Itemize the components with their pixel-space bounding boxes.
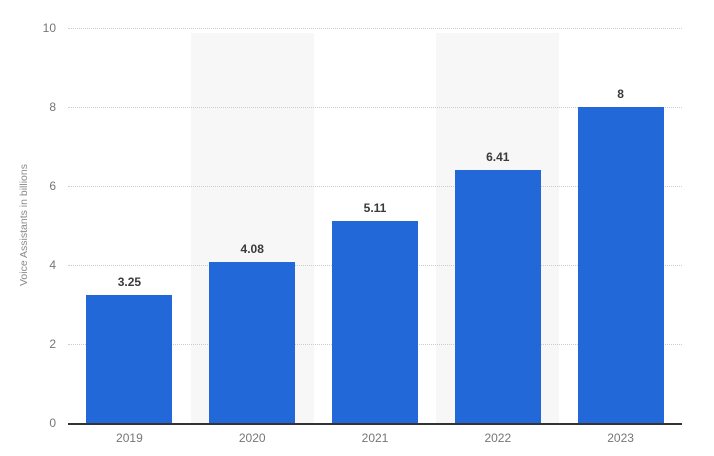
y-tick-label: 0 <box>49 416 56 430</box>
y-tick-label: 6 <box>49 179 56 193</box>
gridline <box>68 28 682 29</box>
bar-value-label: 3.25 <box>117 274 142 289</box>
bar[interactable] <box>86 294 173 423</box>
gridline <box>68 186 682 187</box>
y-tick-label: 8 <box>49 100 56 114</box>
bar-value-label: 5.11 <box>363 201 387 216</box>
bar[interactable] <box>577 107 664 423</box>
y-tick-label: 2 <box>49 337 56 351</box>
y-tick-label: 10 <box>42 21 56 35</box>
bar-value-label: 6.41 <box>486 149 510 164</box>
gridline <box>68 107 682 108</box>
bar[interactable] <box>209 261 296 423</box>
bar[interactable] <box>454 169 541 423</box>
x-tick-label: 2023 <box>607 431 634 445</box>
plot-area: 0 2 4 6 8 10 3.25 4.08 5.11 6.41 8 <box>43 21 682 430</box>
x-tick-label: 2019 <box>116 431 143 445</box>
bar-value-label: 8 <box>617 87 624 101</box>
bar-value-label: 4.08 <box>240 241 264 256</box>
x-tick-label: 2021 <box>361 431 389 445</box>
y-tick-label: 4 <box>49 258 56 272</box>
x-tick-label: 2020 <box>238 431 266 445</box>
bar[interactable] <box>332 221 418 423</box>
x-tick-label: 2022 <box>484 431 512 445</box>
